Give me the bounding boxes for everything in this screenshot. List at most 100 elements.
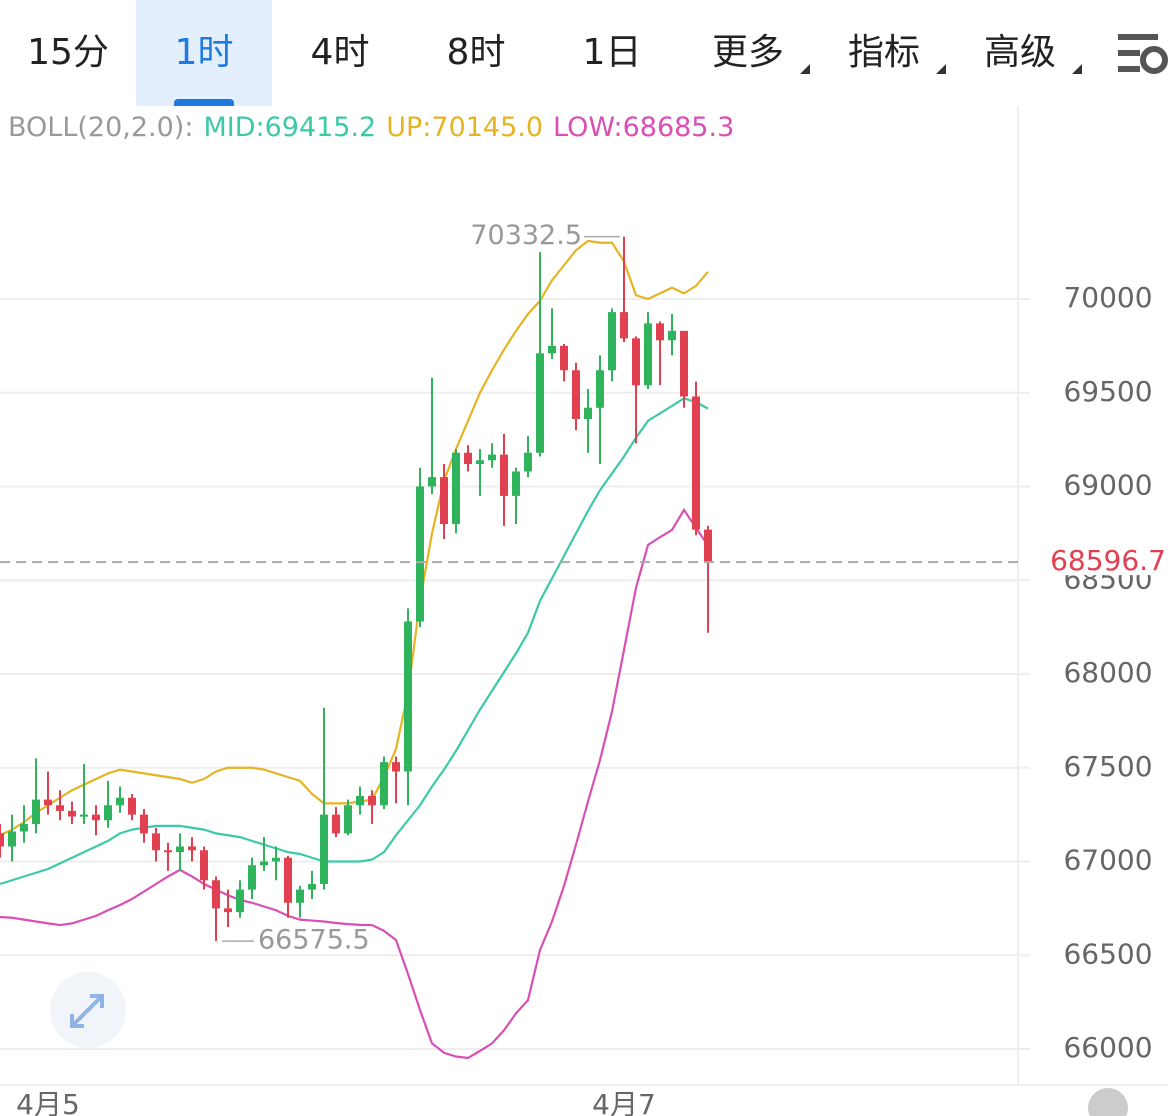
expand-icon [70, 994, 104, 1028]
y-tick-label: 70000 [1063, 281, 1152, 314]
candle-body [452, 452, 460, 524]
dropdown-arrow [936, 64, 946, 74]
legend-entry: UP:70145.0 [386, 112, 544, 143]
candle-body [512, 471, 520, 496]
tab[interactable]: 高级 [952, 0, 1088, 106]
candle-body [260, 861, 268, 866]
max-label: 70332.5 [470, 220, 582, 251]
candle-body [308, 884, 316, 890]
legend-entry: LOW:68685.3 [553, 112, 735, 143]
candle-body [44, 799, 52, 806]
candle-body [500, 454, 508, 496]
candle-body [272, 857, 280, 862]
indicator-name: BOLL(20,2.0): [8, 112, 194, 143]
candle-body [692, 396, 700, 530]
band-line [0, 397, 709, 886]
x-tick-label: 4月5 [16, 1088, 80, 1116]
candle-body [320, 814, 328, 884]
tab[interactable]: 1时 [136, 0, 272, 106]
candle-body [92, 814, 100, 821]
plot [0, 298, 1030, 1050]
candle-body [296, 889, 304, 903]
candle-body [380, 762, 388, 806]
candle-body [596, 370, 604, 408]
candle-body [56, 805, 64, 811]
tab[interactable]: 15分 [27, 32, 109, 73]
indicator-legend: BOLL(20,2.0): MID:69415.2 UP:70145.0 LOW:68… [8, 112, 734, 143]
candle-body [548, 345, 556, 354]
y-tick-label: 69000 [1063, 469, 1152, 502]
candle-body [140, 814, 148, 834]
candle-body [608, 312, 616, 371]
candle-body [80, 814, 88, 817]
min-label: 66575.5 [258, 925, 370, 956]
candle-body [224, 908, 232, 913]
candle-body [8, 831, 16, 847]
band-line [0, 507, 709, 1060]
candle-body [368, 795, 376, 806]
candle-body [476, 460, 484, 464]
y-tick-label: 67000 [1063, 844, 1152, 877]
candle-body [356, 795, 364, 806]
candle-body [524, 452, 532, 472]
candle-body [428, 477, 436, 487]
tab[interactable]: 更多 [680, 0, 816, 106]
candle-body [188, 846, 196, 851]
candle-body [116, 797, 124, 806]
candle-body [104, 805, 112, 821]
candle-body [704, 529, 712, 563]
tab[interactable]: 8时 [446, 32, 506, 73]
logo [1088, 1088, 1128, 1116]
candle-body [68, 810, 76, 817]
candle-body [164, 850, 172, 853]
y-tick-label: 69500 [1063, 375, 1152, 408]
legend-entry: MID:69415.2 [203, 112, 377, 143]
last-price-label: 68596.7 [1050, 544, 1166, 577]
tab[interactable]: 1日 [582, 32, 642, 73]
candle-body [572, 370, 580, 419]
candle-body [536, 353, 544, 453]
candle-body [200, 850, 208, 881]
x-tick-label: 4月7 [592, 1088, 656, 1116]
candle-body [440, 477, 448, 524]
candle-body [20, 824, 28, 832]
icon-bar [1118, 34, 1158, 40]
candle-body [32, 799, 40, 824]
candle-body [620, 312, 628, 339]
candle-body [344, 805, 352, 834]
candle-body [284, 857, 292, 903]
candle-body [392, 762, 400, 772]
candle-body [416, 486, 424, 622]
candle-body [656, 323, 664, 341]
icon-bar [1118, 66, 1140, 72]
candle-body [488, 454, 496, 461]
candle-body [632, 338, 640, 386]
tab[interactable]: 指标 [816, 0, 952, 106]
icon-bar [1118, 50, 1140, 56]
candle-body [152, 833, 160, 851]
tab[interactable]: 4时 [310, 32, 370, 73]
candle-body [584, 407, 592, 419]
last-price-box [1020, 545, 1168, 576]
band-line [0, 239, 709, 837]
settings-icon[interactable] [1118, 34, 1168, 74]
candle-body [176, 846, 184, 853]
icon-gear [1140, 46, 1168, 74]
tab-bar: 15分 1时 4时 8时 1日 更多 指标 高级 [0, 0, 1168, 106]
candle-body [680, 330, 688, 397]
y-tick-label: 66500 [1063, 937, 1152, 970]
candle-body [0, 833, 4, 847]
candle-body [128, 797, 136, 815]
y-tick-label: 66000 [1063, 1031, 1152, 1064]
candle-body [404, 621, 412, 772]
candle-body [644, 323, 652, 386]
y-tick-label: 67500 [1063, 750, 1152, 783]
candle-body [464, 452, 472, 464]
dropdown-arrow [1072, 64, 1082, 74]
dropdown-arrow [800, 64, 810, 74]
candle-body [332, 814, 340, 834]
y-tick-label: 68000 [1063, 656, 1152, 689]
candle-body [248, 865, 256, 890]
